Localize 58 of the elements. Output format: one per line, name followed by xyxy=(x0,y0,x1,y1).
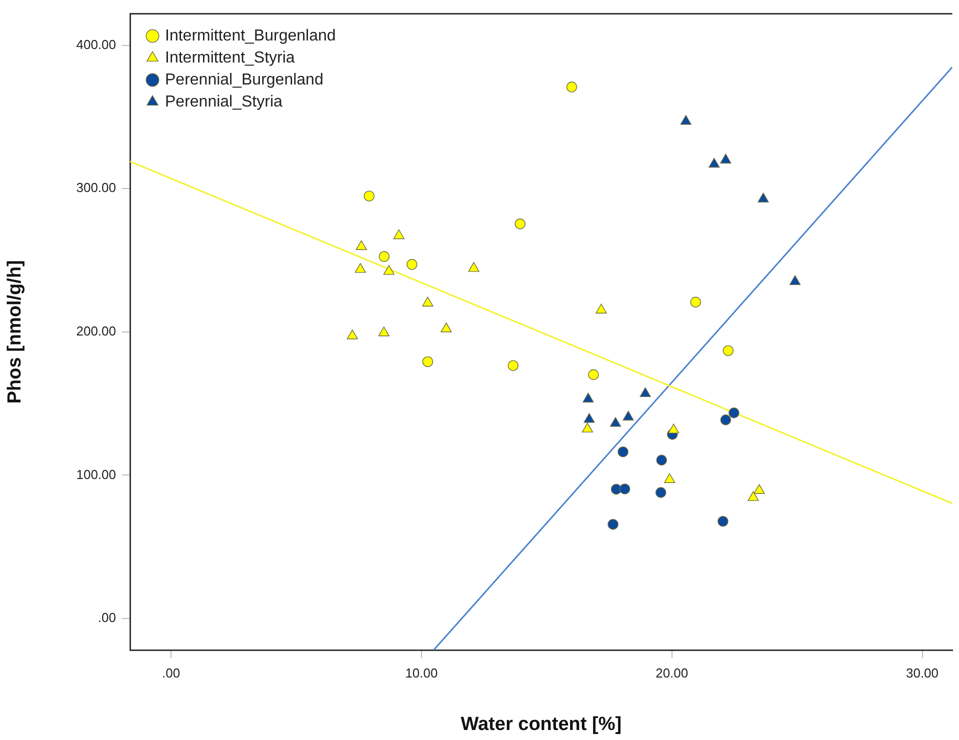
point xyxy=(640,387,651,398)
x-tick-label: 30.00 xyxy=(906,665,939,680)
point xyxy=(668,424,680,434)
point xyxy=(722,345,734,356)
point xyxy=(720,154,732,164)
point xyxy=(346,330,358,340)
point xyxy=(508,360,518,371)
point xyxy=(584,413,595,423)
y-tick-label: 400.00 xyxy=(76,36,116,52)
point xyxy=(718,516,728,527)
point xyxy=(354,263,366,273)
point xyxy=(582,392,594,402)
point xyxy=(720,414,732,426)
point xyxy=(608,518,618,530)
point xyxy=(582,422,594,432)
point xyxy=(690,296,701,308)
x-tick-label: 10.00 xyxy=(405,665,438,680)
x-axis-title: Water content [%] xyxy=(460,714,622,735)
point xyxy=(622,410,634,421)
point xyxy=(656,454,667,466)
point xyxy=(468,262,480,272)
point xyxy=(728,408,740,418)
x-tick-label: .00 xyxy=(162,665,180,680)
point xyxy=(378,251,390,262)
legend-label: Intermittent_Styria xyxy=(165,49,295,66)
legend-label: Perennial_Burgenland xyxy=(165,71,324,88)
point xyxy=(422,296,434,306)
point xyxy=(514,218,526,230)
y-tick-label: 100.00 xyxy=(76,466,116,482)
point xyxy=(364,190,374,202)
point xyxy=(664,473,676,483)
point xyxy=(748,491,759,501)
legend-label: Perennial_Styria xyxy=(165,93,282,110)
point xyxy=(378,326,390,336)
point xyxy=(680,115,692,125)
point xyxy=(708,158,720,168)
point xyxy=(356,240,367,250)
point xyxy=(619,484,630,494)
y-axis-title: Phos [nmol/g/h] xyxy=(4,260,26,404)
x-tick-label: 20.00 xyxy=(656,665,688,680)
point xyxy=(422,356,434,368)
point xyxy=(440,322,452,332)
point xyxy=(655,487,666,498)
point xyxy=(618,446,628,458)
point xyxy=(406,259,418,270)
point xyxy=(588,369,599,380)
point xyxy=(790,275,801,285)
point xyxy=(393,229,404,240)
y-tick-label: .00 xyxy=(98,610,116,626)
point xyxy=(754,484,765,494)
y-tick-label: 300.00 xyxy=(76,180,116,196)
point xyxy=(383,265,394,275)
point xyxy=(596,304,607,314)
point xyxy=(610,417,622,427)
y-tick-label: 200.00 xyxy=(76,323,116,338)
point xyxy=(566,82,578,92)
point xyxy=(758,192,769,202)
legend-label: Intermittent_Burgenland xyxy=(165,27,336,44)
